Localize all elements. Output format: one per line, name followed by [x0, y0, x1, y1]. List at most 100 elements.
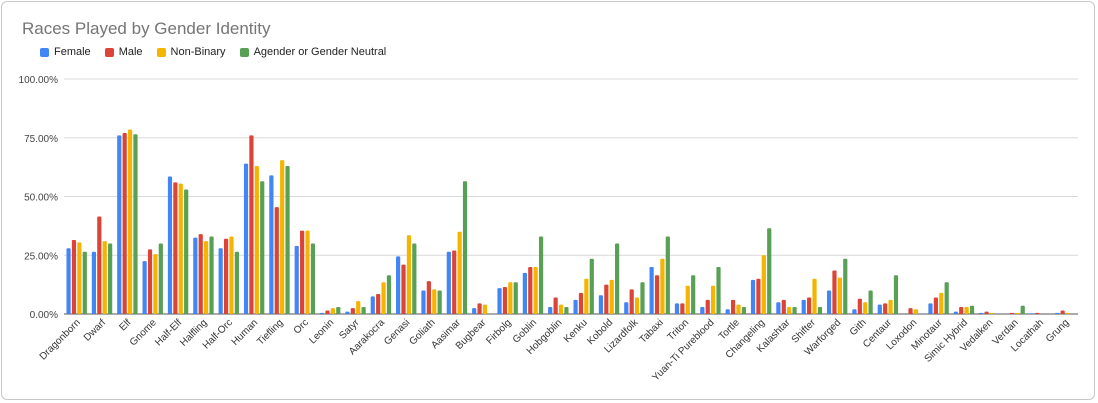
bar-male — [578, 292, 584, 314]
x-tick-label: Genasi — [382, 317, 412, 347]
bar-agender-or-gender-neutral — [158, 243, 163, 314]
bar-agender-or-gender-neutral — [184, 189, 189, 314]
bar-male — [223, 238, 229, 314]
bar-non-binary — [685, 285, 690, 314]
y-tick-label: 50.00% — [24, 193, 58, 204]
chart-title: Races Played by Gender Identity — [22, 19, 271, 38]
bar-agender-or-gender-neutral — [716, 267, 721, 314]
bar-male — [147, 249, 153, 314]
x-tick-label: Gnome — [128, 317, 159, 348]
bar-non-binary — [863, 302, 868, 314]
bar-male — [654, 275, 660, 314]
bar-female — [446, 251, 451, 314]
bar-male — [325, 310, 330, 314]
bar-non-binary — [812, 278, 817, 314]
legend-item: Female — [40, 46, 91, 58]
bar-female — [167, 176, 173, 314]
bar-male — [730, 299, 736, 314]
bar-agender-or-gender-neutral — [741, 306, 746, 314]
bar-non-binary — [77, 242, 82, 314]
bar-non-binary — [330, 308, 335, 314]
bar-male — [553, 297, 558, 314]
bar-agender-or-gender-neutral — [665, 236, 670, 314]
bar-male — [350, 308, 355, 314]
y-tick-label: 100.00% — [19, 75, 59, 86]
bar-agender-or-gender-neutral — [108, 243, 113, 314]
bar-female — [345, 311, 350, 314]
bar-male — [1060, 310, 1065, 314]
bar-female — [66, 248, 71, 314]
bar-non-binary — [508, 282, 513, 314]
legend-label: Non-Binary — [170, 46, 226, 58]
legend-swatch — [239, 47, 249, 57]
bar-male — [604, 284, 609, 314]
y-tick-label: 0.00% — [30, 310, 58, 321]
bar-non-binary — [254, 165, 259, 314]
bar-non-binary — [888, 299, 893, 314]
bar-non-binary — [609, 279, 614, 314]
bar-non-binary — [178, 183, 183, 314]
bar-male — [97, 216, 102, 314]
bar-male — [908, 308, 913, 314]
bar-non-binary — [634, 297, 640, 314]
bar-non-binary — [761, 255, 766, 314]
x-tick-label: Dragonborn — [38, 317, 83, 362]
bar-non-binary — [584, 278, 589, 314]
bar-non-binary — [482, 304, 488, 314]
bar-agender-or-gender-neutral — [285, 165, 290, 314]
bar-female — [269, 175, 274, 314]
bar-male — [705, 299, 710, 314]
bar-agender-or-gender-neutral — [538, 236, 544, 314]
bar-non-binary — [432, 289, 437, 314]
bar-non-binary — [558, 304, 564, 314]
bar-non-binary — [1065, 312, 1071, 314]
bar-female — [674, 303, 680, 314]
bar-female — [776, 302, 781, 314]
bar-female — [319, 312, 325, 314]
bar-agender-or-gender-neutral — [767, 228, 772, 314]
bar-female — [396, 256, 401, 314]
bar-female — [649, 267, 654, 314]
bar-agender-or-gender-neutral — [640, 282, 645, 314]
bar-male — [426, 281, 431, 314]
bar-non-binary — [711, 285, 716, 314]
bar-male — [274, 207, 279, 314]
bar-non-binary — [837, 277, 842, 314]
bar-non-binary — [533, 267, 538, 314]
bar-agender-or-gender-neutral — [412, 243, 417, 314]
bar-female — [750, 279, 756, 314]
bar-non-binary — [939, 292, 944, 314]
bar-male — [1009, 312, 1015, 314]
bar-male — [477, 303, 482, 314]
bar-agender-or-gender-neutral — [209, 236, 214, 314]
legend-label: Female — [54, 46, 91, 58]
y-tick-label: 25.00% — [24, 251, 58, 262]
bar-agender-or-gender-neutral — [691, 275, 696, 314]
bar-male — [680, 303, 685, 314]
bar-agender-or-gender-neutral — [843, 258, 848, 314]
bar-agender-or-gender-neutral — [589, 258, 594, 314]
bar-male — [401, 264, 406, 314]
bar-female — [548, 306, 553, 314]
bar-non-binary — [736, 304, 741, 314]
legend-swatch — [156, 47, 166, 57]
bar-male — [781, 299, 786, 314]
bar-agender-or-gender-neutral — [817, 306, 823, 314]
x-tick-label: Orc — [292, 317, 311, 336]
bar-agender-or-gender-neutral — [234, 251, 239, 314]
x-tick-label: Grung — [1044, 317, 1071, 344]
bar-agender-or-gender-neutral — [893, 275, 899, 314]
bar-non-binary — [406, 235, 412, 314]
bar-male — [984, 311, 989, 314]
bar-male — [807, 297, 812, 314]
bar-non-binary — [229, 236, 234, 314]
bar-agender-or-gender-neutral — [386, 275, 392, 314]
x-tick-label: Human — [230, 317, 261, 348]
bar-female — [877, 304, 882, 314]
legend-label: Agender or Gender Neutral — [253, 46, 387, 58]
bar-male — [832, 270, 837, 314]
x-tick-label: Tabaxi — [638, 317, 666, 345]
bar-female — [1029, 313, 1034, 314]
bar-male — [198, 234, 203, 314]
